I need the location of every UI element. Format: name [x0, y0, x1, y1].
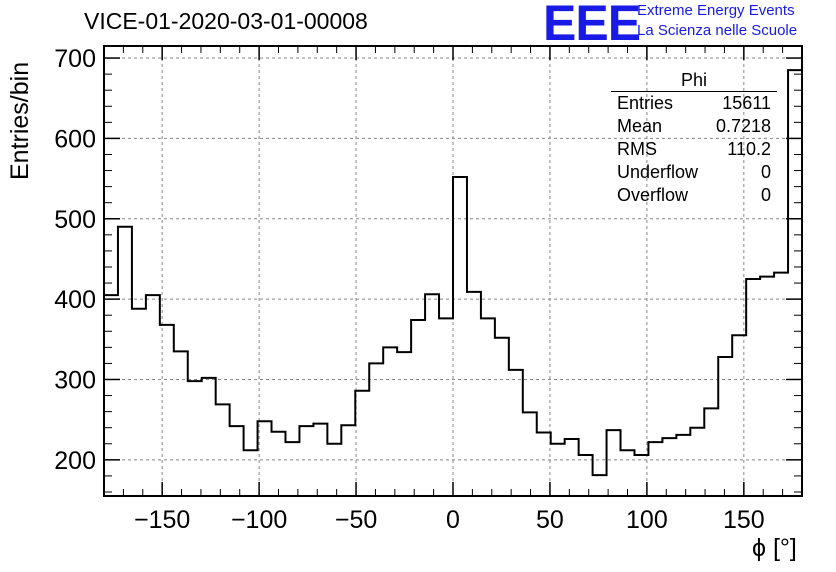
chart-title: VICE-01-2020-03-01-00008: [84, 8, 368, 34]
stats-box: Phi Entries 15611 Mean 0.7218 RMS 110.2 …: [611, 70, 777, 207]
axis-ticks: [103, 46, 803, 496]
y-tick-label: 500: [54, 206, 96, 234]
stats-row-overflow: Overflow 0: [611, 184, 777, 207]
stats-row-underflow: Underflow 0: [611, 161, 777, 184]
stats-value: 0.7218: [715, 116, 771, 136]
y-tick-label: 200: [54, 447, 96, 475]
x-tick-label: 150: [723, 506, 765, 534]
x-tick-label: −100: [231, 506, 287, 534]
stats-value: 110.2: [727, 139, 771, 159]
axis-tick-labels: −150 −100 −50 0 50 100 150 200 300 400 500 600 700: [54, 45, 764, 534]
y-axis-label: Entries/bin: [6, 61, 34, 180]
stats-row-entries: Entries 15611: [611, 92, 777, 115]
y-tick-label: 400: [54, 286, 96, 314]
y-tick-label: 700: [54, 45, 96, 73]
y-tick-label: 600: [54, 125, 96, 153]
stats-label: RMS: [617, 139, 657, 159]
stats-row-mean: Mean 0.7218: [611, 115, 777, 138]
stats-label: Mean: [617, 116, 663, 136]
y-tick-label: 300: [54, 366, 96, 394]
eee-logo: EEE: [543, 0, 641, 51]
histogram-series-line: [104, 69, 802, 477]
stats-label: Entries: [617, 93, 674, 113]
x-tick-label: −150: [134, 506, 190, 534]
logo-line-1: Extreme Energy Events: [637, 2, 795, 19]
stats-value: 0: [760, 185, 771, 205]
x-tick-label: −50: [335, 506, 377, 534]
stats-value: 0: [760, 162, 771, 182]
stats-title: Phi: [611, 70, 777, 92]
logo-line-2: La Scienza nelle Scuole: [637, 22, 798, 39]
stats-label: Underflow: [617, 162, 699, 182]
stats-value: 15611: [722, 93, 771, 113]
x-axis-label: ϕ [°]: [752, 534, 797, 562]
x-tick-label: 100: [626, 506, 668, 534]
x-tick-label: 0: [446, 506, 460, 534]
x-tick-label: 50: [536, 506, 564, 534]
stats-row-rms: RMS 110.2: [611, 138, 777, 161]
stats-label: Overflow: [617, 185, 689, 205]
